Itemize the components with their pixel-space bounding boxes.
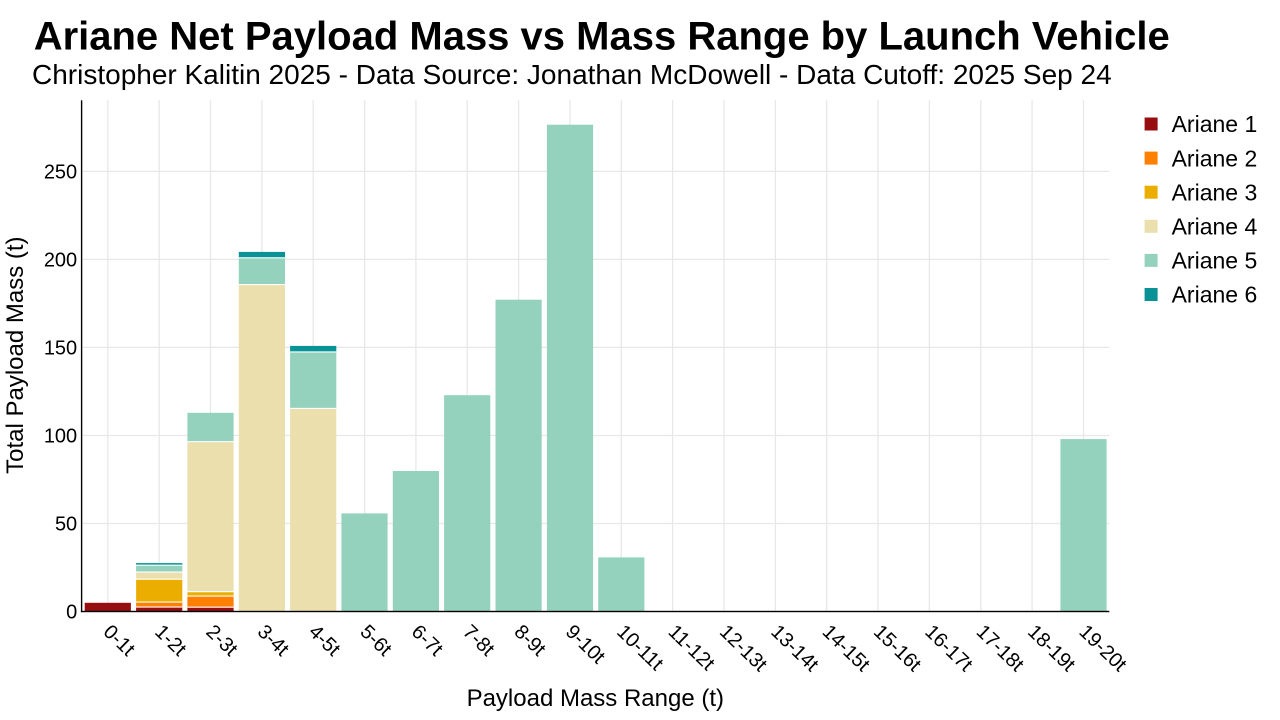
svg-text:Ariane 1: Ariane 1 xyxy=(1172,111,1258,137)
svg-text:250: 250 xyxy=(44,161,77,183)
svg-text:Christopher Kalitin 2025 - Dat: Christopher Kalitin 2025 - Data Source: … xyxy=(32,59,1112,90)
svg-text:Ariane 4: Ariane 4 xyxy=(1172,214,1258,240)
svg-text:Ariane 5: Ariane 5 xyxy=(1172,248,1258,274)
svg-text:100: 100 xyxy=(44,426,77,448)
svg-text:Total Payload Mass (t): Total Payload Mass (t) xyxy=(2,236,29,473)
svg-text:Ariane Net Payload Mass vs Mas: Ariane Net Payload Mass vs Mass Range by… xyxy=(34,15,1170,59)
svg-text:Ariane 2: Ariane 2 xyxy=(1172,145,1258,171)
svg-text:0: 0 xyxy=(66,602,77,624)
svg-text:Payload Mass Range (t): Payload Mass Range (t) xyxy=(467,685,724,712)
svg-text:Ariane 3: Ariane 3 xyxy=(1172,179,1258,205)
svg-text:50: 50 xyxy=(55,514,77,536)
svg-text:200: 200 xyxy=(44,249,77,271)
svg-text:150: 150 xyxy=(44,337,77,359)
svg-text:Ariane 6: Ariane 6 xyxy=(1172,282,1258,308)
